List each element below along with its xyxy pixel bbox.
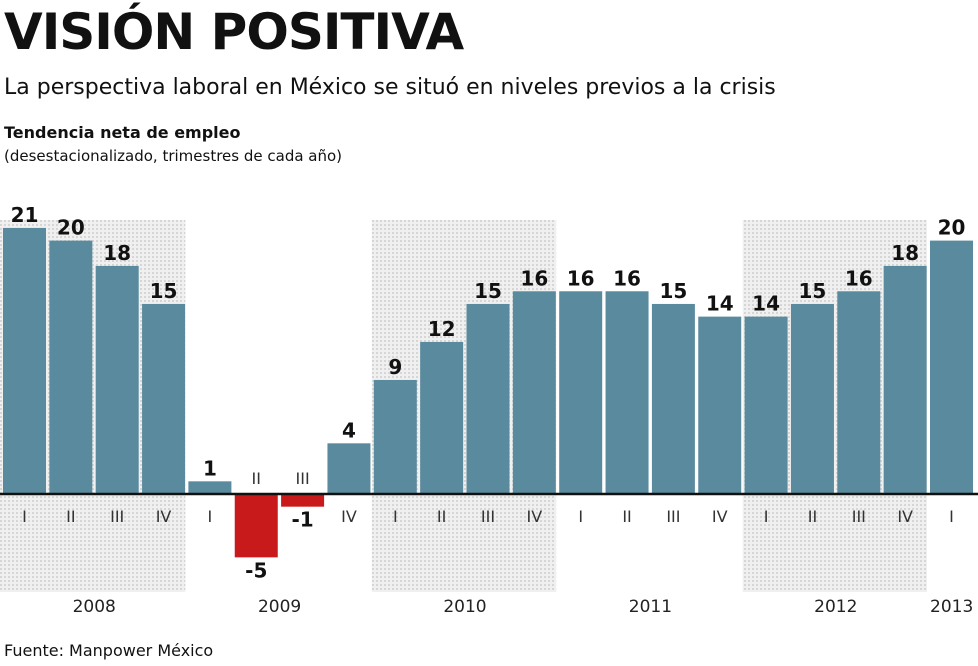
quarter-label: III: [110, 507, 124, 526]
quarter-label: IV: [341, 507, 357, 526]
bar-chart: 2008 2009 2010 2011 2012 201321I20II18III15IV…: [0, 203, 978, 617]
quarter-label: I: [22, 507, 27, 526]
data-label: 14: [752, 292, 780, 316]
bar: [420, 341, 464, 494]
chart-note: (desestacionalizado, trimestres de cada …: [4, 147, 343, 165]
bar: [142, 303, 186, 494]
data-label: 4: [342, 418, 356, 442]
data-label: 1: [203, 456, 217, 480]
source-note: Fuente: Manpower México: [4, 641, 214, 660]
bar: [281, 494, 325, 507]
bar: [605, 291, 649, 494]
bar: [837, 291, 881, 494]
data-label: 15: [150, 279, 178, 303]
bar: [3, 227, 46, 494]
data-label: 15: [474, 279, 502, 303]
data-label: 16: [845, 266, 873, 290]
data-label: 18: [103, 241, 131, 265]
quarter-label: I: [393, 507, 398, 526]
bar: [559, 291, 603, 494]
bar: [327, 443, 371, 494]
data-label: -1: [291, 508, 313, 532]
data-label: 16: [567, 266, 595, 290]
data-label: 20: [938, 216, 966, 240]
quarter-label: IV: [156, 507, 172, 526]
y-axis-label: Tendencia neta de empleo: [4, 123, 241, 142]
quarter-label: I: [764, 507, 769, 526]
data-label: 20: [57, 216, 85, 240]
data-label: -5: [245, 558, 267, 582]
year-label: 2013: [930, 597, 973, 617]
quarter-label: III: [852, 507, 866, 526]
quarter-label: III: [481, 507, 495, 526]
bar: [188, 481, 232, 494]
bar: [234, 494, 278, 558]
year-label: 2011: [629, 597, 672, 617]
chart-title: VISIÓN POSITIVA: [4, 3, 464, 61]
bar: [512, 291, 556, 494]
quarter-label: IV: [712, 507, 728, 526]
data-label: 9: [388, 355, 402, 379]
quarter-label: IV: [527, 507, 543, 526]
quarter-label: I: [208, 507, 213, 526]
quarter-label: II: [437, 507, 446, 526]
bar: [49, 240, 93, 494]
quarter-label: II: [66, 507, 75, 526]
quarter-label: I: [949, 507, 954, 526]
quarter-label: III: [666, 507, 680, 526]
quarter-label: II: [808, 507, 817, 526]
year-label: 2012: [814, 597, 857, 617]
quarter-label: II: [252, 469, 261, 488]
bar: [698, 316, 742, 494]
bar: [930, 240, 973, 494]
bar: [883, 265, 927, 494]
data-label: 15: [659, 279, 687, 303]
data-label: 14: [706, 292, 734, 316]
year-label: 2009: [258, 597, 301, 617]
data-label: 16: [520, 266, 548, 290]
data-label: 15: [799, 279, 827, 303]
bar: [466, 303, 510, 494]
bar: [651, 303, 695, 494]
quarter-label: I: [578, 507, 583, 526]
data-label: 18: [891, 241, 919, 265]
bar: [790, 303, 834, 494]
data-label: 12: [428, 317, 456, 341]
bar: [744, 316, 788, 494]
quarter-label: II: [622, 507, 631, 526]
bar: [95, 265, 139, 494]
bar: [373, 379, 417, 494]
year-label: 2010: [443, 597, 486, 617]
quarter-label: IV: [897, 507, 913, 526]
data-label: 21: [11, 203, 39, 227]
quarter-label: III: [296, 469, 310, 488]
year-label: 2008: [73, 597, 116, 617]
chart-subtitle: La perspectiva laboral en México se situ…: [4, 75, 776, 100]
data-label: 16: [613, 266, 641, 290]
